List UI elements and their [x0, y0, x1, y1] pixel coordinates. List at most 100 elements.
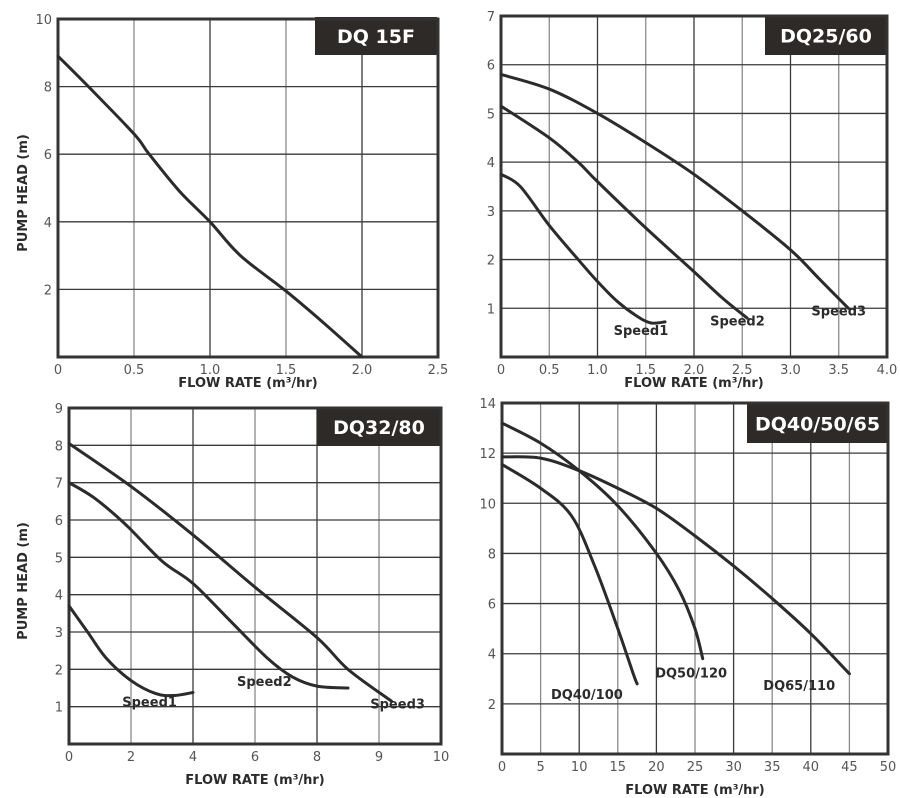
y-axis-title: PUMP HEAD (m) — [16, 134, 31, 252]
x-tick-label: 40 — [803, 760, 820, 775]
y-tick-label: 8 — [55, 439, 63, 454]
x-tick-label: 2.5 — [732, 363, 753, 378]
x-tick-label: 6 — [251, 750, 259, 765]
x-tick-label: 20 — [648, 760, 665, 775]
chart-title: DQ25/60 — [780, 26, 872, 48]
x-tick-label: 2 — [127, 750, 135, 765]
series-label: Speed3 — [811, 305, 866, 320]
x-tick-label: 1.5 — [635, 363, 656, 378]
y-tick-label: 4 — [55, 589, 63, 604]
curve-speed3 — [67, 441, 393, 703]
y-tick-label: 2 — [488, 698, 496, 713]
x-tick-label: 4 — [189, 750, 197, 765]
x-tick-label: 30 — [725, 760, 742, 775]
chart-title-box — [747, 404, 888, 443]
grid — [502, 403, 888, 754]
series-label: Speed1 — [122, 696, 177, 711]
curve-speed3 — [499, 72, 850, 310]
x-tick-label: 8 — [313, 750, 321, 765]
plot-frame — [67, 406, 443, 746]
x-tick-label: 4.0 — [877, 363, 898, 378]
chart-title-box — [765, 16, 887, 55]
y-tick-label: 6 — [55, 514, 63, 529]
x-tick-label: 9 — [375, 750, 383, 765]
x-tick-label: 1.0 — [587, 363, 608, 378]
curve-speed2 — [67, 481, 350, 690]
chart-title-box — [315, 17, 437, 55]
x-tick-label: 0 — [497, 363, 505, 378]
y-tick-label: 3 — [55, 626, 63, 641]
series-label: Speed1 — [614, 324, 669, 339]
chart-title: DQ32/80 — [333, 417, 425, 439]
chart-title-box — [317, 408, 441, 446]
curve-speed1 — [499, 172, 667, 325]
y-tick-label: 5 — [55, 551, 63, 566]
x-tick-label: 0.5 — [124, 363, 145, 378]
y-tick-label: 6 — [488, 598, 496, 613]
series-label: Speed2 — [710, 314, 765, 329]
x-tick-label: 2.5 — [428, 363, 449, 378]
curve-dq40-100 — [500, 462, 639, 686]
x-axis-title: FLOW RATE (m³/hr) — [625, 783, 765, 798]
y-tick-label: 8 — [44, 81, 52, 96]
x-tick-label: 50 — [880, 760, 897, 775]
y-tick-label: 10 — [479, 497, 496, 512]
y-tick-label: 6 — [487, 59, 495, 74]
x-tick-label: 3.0 — [780, 363, 801, 378]
grid — [501, 16, 887, 357]
grid — [58, 19, 438, 357]
y-tick-label: 1 — [55, 701, 63, 716]
x-axis-title: FLOW RATE (m³/hr) — [624, 376, 764, 391]
plot-frame — [56, 17, 440, 359]
y-tick-label: 2 — [44, 283, 52, 298]
x-tick-label: 35 — [764, 760, 781, 775]
y-tick-label: 8 — [488, 547, 496, 562]
curve-speed2 — [499, 104, 749, 320]
curve-dq65-110 — [500, 455, 851, 676]
x-axis-title: FLOW RATE (m³/hr) — [185, 773, 325, 788]
x-tick-label: 0 — [54, 363, 62, 378]
chart-title: DQ40/50/65 — [755, 414, 880, 436]
curve-dq50-120 — [500, 421, 705, 661]
y-tick-label: 4 — [44, 216, 52, 231]
y-tick-label: 12 — [479, 447, 496, 462]
plot-frame — [499, 14, 889, 359]
y-tick-label: 5 — [487, 107, 495, 122]
x-tick-label: 5 — [536, 760, 544, 775]
series-label: DQ40/100 — [551, 688, 623, 703]
curve-speed1 — [67, 604, 195, 698]
x-tick-label: 10 — [433, 750, 450, 765]
x-tick-label: 0 — [498, 760, 506, 775]
y-tick-label: 4 — [488, 648, 496, 663]
x-tick-label: 2.0 — [352, 363, 373, 378]
curve-dq-15f — [56, 54, 364, 359]
x-tick-label: 25 — [687, 760, 704, 775]
y-tick-label: 7 — [55, 477, 63, 492]
y-tick-label: 14 — [479, 397, 496, 412]
x-tick-label: 1.0 — [200, 363, 221, 378]
y-tick-label: 6 — [44, 148, 52, 163]
x-tick-label: 45 — [841, 760, 858, 775]
x-tick-label: 0 — [65, 750, 73, 765]
series-label: DQ50/120 — [655, 667, 727, 682]
series-label: DQ65/110 — [763, 679, 835, 694]
x-tick-label: 1.5 — [276, 363, 297, 378]
y-tick-label: 2 — [55, 663, 63, 678]
y-tick-label: 3 — [487, 205, 495, 220]
series-label: Speed3 — [370, 698, 425, 713]
x-axis-title: FLOW RATE (m³/hr) — [178, 376, 318, 391]
y-tick-label: 1 — [487, 302, 495, 317]
y-tick-label: 2 — [487, 254, 495, 269]
series-label: Speed2 — [237, 675, 292, 690]
x-tick-label: 3.5 — [828, 363, 849, 378]
y-tick-label: 9 — [55, 402, 63, 417]
x-tick-label: 0.5 — [539, 363, 560, 378]
y-tick-label: 7 — [487, 10, 495, 25]
x-tick-label: 2.0 — [684, 363, 705, 378]
x-tick-label: 10 — [571, 760, 588, 775]
chart-title: DQ 15F — [337, 26, 415, 48]
